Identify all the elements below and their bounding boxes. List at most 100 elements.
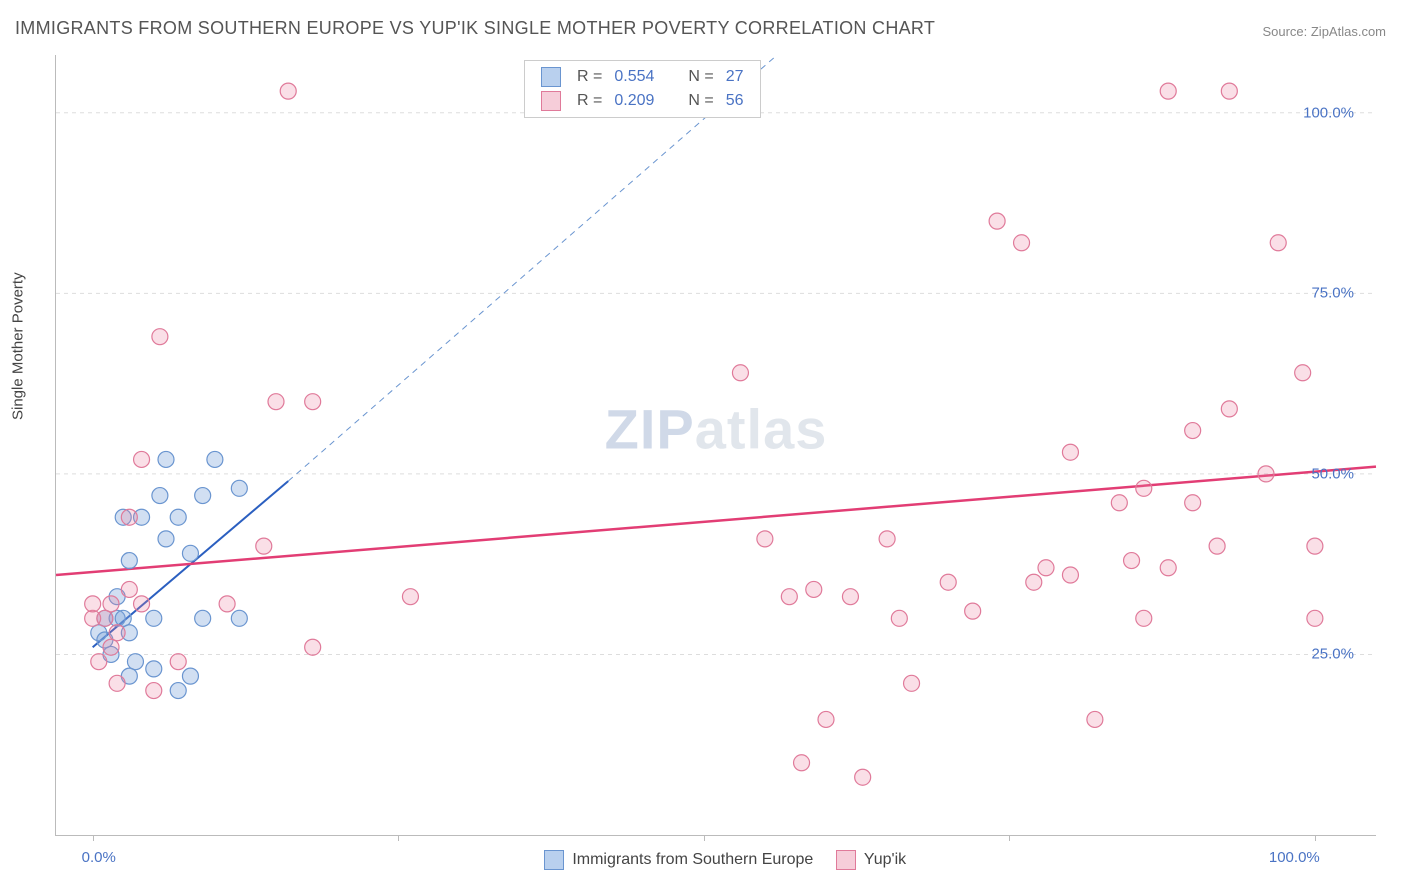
y-tick-label: 50.0% [1311, 465, 1354, 482]
data-point [268, 394, 284, 410]
data-point [965, 603, 981, 619]
data-point [170, 654, 186, 670]
data-point [103, 596, 119, 612]
data-point [904, 675, 920, 691]
data-point [97, 610, 113, 626]
source-label: Source: ZipAtlas.com [1262, 24, 1386, 39]
data-point [1062, 567, 1078, 583]
data-point [794, 755, 810, 771]
data-point [1270, 235, 1286, 251]
data-point [891, 610, 907, 626]
data-point [1038, 560, 1054, 576]
r-label: R = [571, 65, 608, 89]
data-point [1062, 444, 1078, 460]
data-point [152, 488, 168, 504]
data-point [1221, 401, 1237, 417]
data-point [231, 480, 247, 496]
series-legend: Immigrants from Southern Europe Yup'ik [56, 850, 1376, 870]
y-tick-label: 25.0% [1311, 646, 1354, 663]
data-point [1160, 83, 1176, 99]
data-point [1185, 495, 1201, 511]
chart-title: IMMIGRANTS FROM SOUTHERN EUROPE VS YUP'I… [15, 18, 935, 39]
data-point [1185, 423, 1201, 439]
data-point [152, 329, 168, 345]
data-point [1111, 495, 1127, 511]
data-point [109, 675, 125, 691]
correlation-legend: R =0.554 N =27 R =0.209 N =56 [524, 60, 761, 118]
n-value: 27 [720, 65, 750, 89]
legend-swatch [836, 850, 856, 870]
plot-area: ZIPatlas 25.0%50.0%75.0%100.0% R =0.554N… [55, 55, 1376, 836]
data-point [806, 581, 822, 597]
data-point [146, 610, 162, 626]
data-point [146, 661, 162, 677]
legend-swatch [544, 850, 564, 870]
data-point [146, 683, 162, 699]
data-point [402, 589, 418, 605]
data-point [781, 589, 797, 605]
data-point [207, 451, 223, 467]
data-point [1295, 365, 1311, 381]
data-point [1160, 560, 1176, 576]
y-tick-label: 100.0% [1303, 104, 1354, 121]
data-point [1124, 553, 1140, 569]
data-point [732, 365, 748, 381]
data-point [1026, 574, 1042, 590]
data-point [170, 509, 186, 525]
data-point [182, 668, 198, 684]
legend-swatch [541, 91, 561, 111]
data-point [121, 581, 137, 597]
data-point [170, 683, 186, 699]
data-point [1258, 466, 1274, 482]
data-point [280, 83, 296, 99]
legend-swatch [541, 67, 561, 87]
data-point [115, 610, 131, 626]
data-point [85, 596, 101, 612]
data-point [1307, 610, 1323, 626]
n-value: 56 [720, 89, 750, 113]
data-point [134, 596, 150, 612]
data-point [989, 213, 1005, 229]
n-label: N = [682, 65, 719, 89]
data-point [103, 639, 119, 655]
data-point [109, 625, 125, 641]
data-point [231, 610, 247, 626]
r-label: R = [571, 89, 608, 113]
data-point [305, 639, 321, 655]
n-label: N = [682, 89, 719, 113]
data-point [91, 654, 107, 670]
data-point [842, 589, 858, 605]
legend-series-label: Yup'ik [860, 851, 906, 868]
data-point [1209, 538, 1225, 554]
data-point [121, 509, 137, 525]
data-point [1136, 480, 1152, 496]
data-point [158, 451, 174, 467]
data-point [219, 596, 235, 612]
x-tick-100: 100.0% [1269, 849, 1320, 866]
y-axis-label: Single Mother Poverty [10, 272, 27, 420]
data-point [182, 545, 198, 561]
data-point [127, 654, 143, 670]
data-point [134, 451, 150, 467]
data-point [940, 574, 956, 590]
data-point [818, 711, 834, 727]
data-point [1136, 610, 1152, 626]
data-point [195, 610, 211, 626]
chart-svg [56, 55, 1376, 835]
data-point [256, 538, 272, 554]
data-point [1307, 538, 1323, 554]
legend-series-label: Immigrants from Southern Europe [568, 851, 818, 868]
data-point [158, 531, 174, 547]
data-point [855, 769, 871, 785]
data-point [1221, 83, 1237, 99]
r-value: 0.209 [608, 89, 660, 113]
data-point [121, 553, 137, 569]
data-point [195, 488, 211, 504]
data-point [757, 531, 773, 547]
y-tick-label: 75.0% [1311, 285, 1354, 302]
data-point [1087, 711, 1103, 727]
data-point [305, 394, 321, 410]
r-value: 0.554 [608, 65, 660, 89]
data-point [879, 531, 895, 547]
data-point [1014, 235, 1030, 251]
